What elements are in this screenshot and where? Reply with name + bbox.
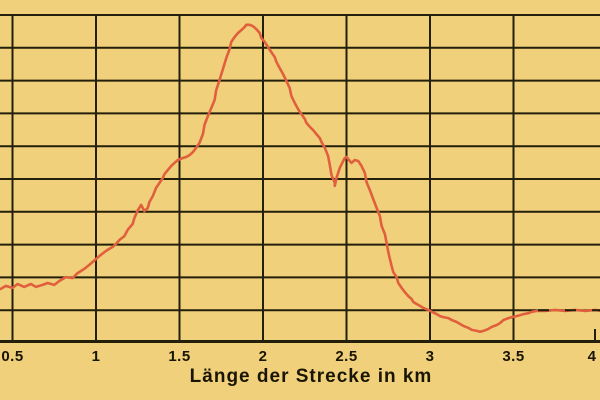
- x-tick-label: 4: [588, 348, 597, 365]
- x-axis-line: [0, 340, 600, 343]
- x-tick-label: 1.5: [168, 348, 190, 365]
- x-tick-label: 2.5: [335, 348, 357, 365]
- elevation-curve: [0, 23, 600, 334]
- x-tick-label: 0.5: [1, 348, 23, 365]
- x-tick-label: 3: [426, 348, 435, 365]
- x-tick-labels: 0.5 1 1.5 2 2.5 3 3.5 4: [1, 348, 596, 365]
- x-tick-label: 1: [92, 348, 101, 365]
- x-tick-label: 3.5: [502, 348, 524, 365]
- x-axis-title: Länge der Strecke in km: [189, 366, 433, 387]
- x-tick-label: 2: [259, 348, 268, 365]
- horizontal-gridlines: [0, 14, 600, 312]
